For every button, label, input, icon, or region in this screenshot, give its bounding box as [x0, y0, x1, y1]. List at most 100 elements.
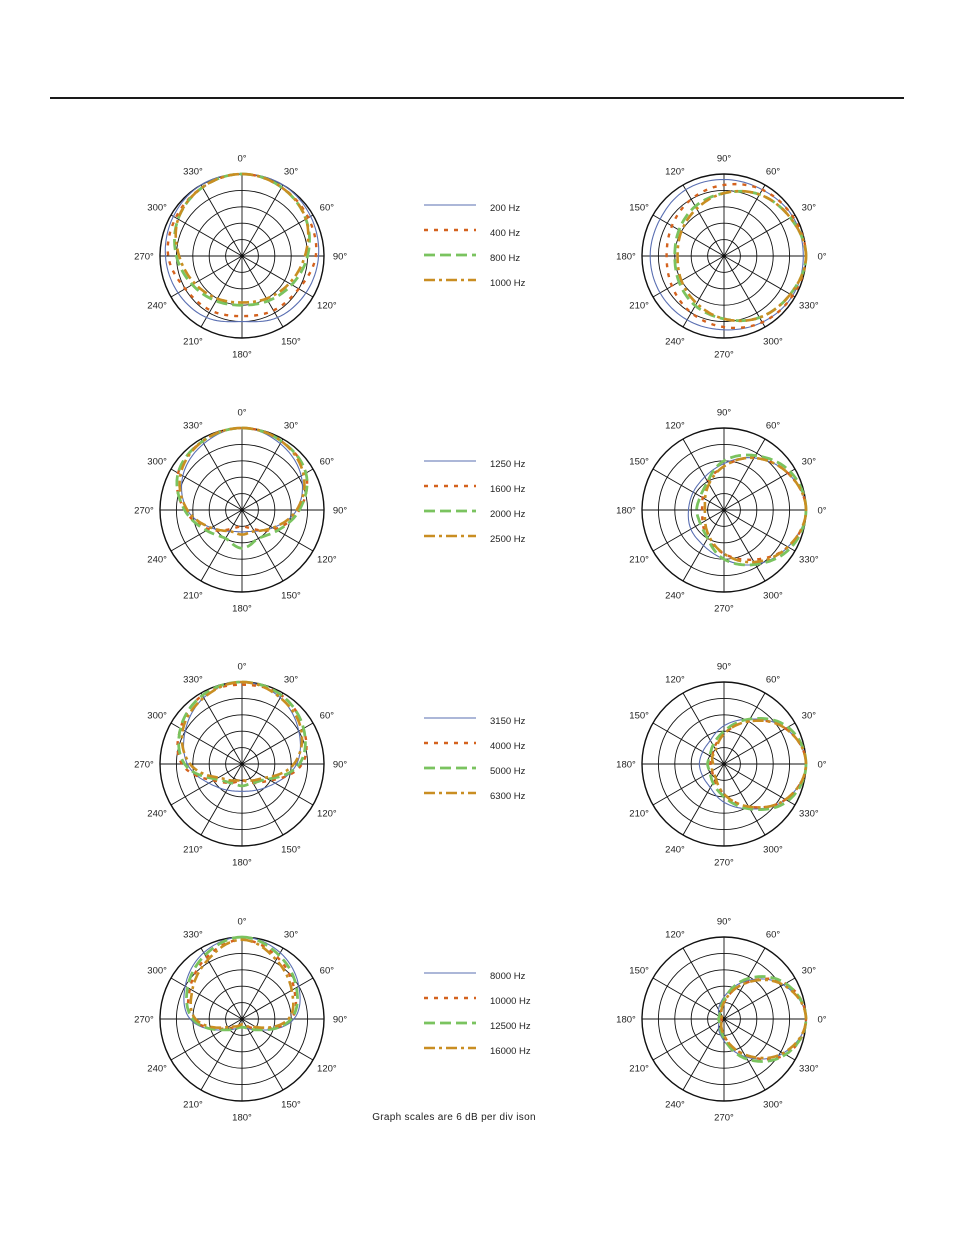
angle-label: 30° — [802, 711, 817, 722]
angle-label: 240° — [665, 336, 685, 347]
legend-label: 5000 Hz — [490, 766, 526, 777]
grid-spoke — [241, 255, 284, 328]
angle-label: 270° — [714, 858, 734, 869]
angle-label: 300° — [147, 203, 167, 214]
angle-label: 60° — [320, 711, 335, 722]
grid-spoke — [682, 255, 725, 328]
angle-label: 240° — [147, 301, 167, 312]
legend-1: 200 Hz 400 Hz 800 Hz 1000 Hz — [424, 203, 526, 289]
angle-label: 120° — [317, 809, 337, 820]
angle-label: 330° — [799, 1064, 819, 1075]
grid-spoke — [200, 255, 243, 328]
angle-label: 120° — [317, 301, 337, 312]
series-line — [185, 935, 299, 1032]
grid-spoke — [200, 438, 243, 511]
grid-spoke — [200, 763, 243, 836]
angle-label: 240° — [665, 844, 685, 855]
grid-spoke — [241, 1018, 284, 1091]
polar-chart-5: 0° 30° 60° 90° 120° 150° 180° 210° 240° 270° 300° 3… — [134, 662, 347, 869]
polar-chart-8: 0° 330° 300° 270° 240° 210° 180° 150° 120° 90° 60°… — [616, 917, 827, 1124]
angle-label: 180° — [232, 604, 252, 615]
angle-label: 30° — [284, 167, 299, 178]
angle-label: 300° — [763, 1099, 783, 1110]
angle-label: 330° — [183, 167, 203, 178]
angle-label: 0° — [817, 252, 826, 263]
grid-spoke — [682, 947, 725, 1020]
grid-spoke — [682, 1018, 725, 1091]
grid-spoke — [241, 255, 314, 298]
series-line — [717, 975, 808, 1063]
angle-label: 210° — [629, 1064, 649, 1075]
grid-spoke — [723, 763, 796, 806]
legend-label: 1000 Hz — [490, 278, 526, 289]
angle-label: 270° — [134, 506, 154, 517]
grid-spoke — [723, 438, 766, 511]
series-line — [719, 978, 808, 1060]
angle-label: 0° — [817, 760, 826, 771]
polar-chart-3: 0° 30° 60° 90° 120° 150° 180° 210° 240° 270° 300° 3… — [134, 408, 347, 615]
angle-label: 330° — [183, 421, 203, 432]
grid-spoke — [200, 509, 243, 582]
grid-spoke — [682, 763, 725, 836]
angle-label: 300° — [763, 590, 783, 601]
angle-label: 210° — [183, 1099, 203, 1110]
angle-label: 60° — [320, 457, 335, 468]
angle-label: 30° — [284, 675, 299, 686]
angle-label: 270° — [714, 350, 734, 361]
grid-spoke — [241, 184, 284, 257]
grid-spoke — [723, 214, 796, 257]
grid-spoke — [200, 1018, 243, 1091]
grid-spoke — [241, 509, 284, 582]
angle-label: 30° — [802, 966, 817, 977]
series-line — [178, 426, 306, 536]
grid-spoke — [200, 184, 243, 257]
grid-spoke — [682, 184, 725, 257]
angle-label: 210° — [183, 336, 203, 347]
angle-label: 330° — [799, 555, 819, 566]
series-line — [676, 189, 808, 323]
angle-label: 60° — [320, 203, 335, 214]
series-line — [720, 977, 808, 1061]
angle-label: 270° — [134, 760, 154, 771]
angle-label: 90° — [333, 760, 348, 771]
legend-label: 400 Hz — [490, 228, 520, 239]
legend-2: 1250 Hz 1600 Hz 2000 Hz 2500 Hz — [424, 459, 526, 545]
angle-label: 240° — [147, 809, 167, 820]
angle-label: 60° — [766, 675, 781, 686]
angle-label: 180° — [616, 1015, 636, 1026]
angle-label: 150° — [281, 590, 301, 601]
angle-label: 0° — [237, 917, 246, 928]
grid-spoke — [723, 692, 766, 765]
angle-label: 150° — [629, 203, 649, 214]
angle-label: 300° — [147, 457, 167, 468]
grid-spoke — [723, 468, 796, 511]
angle-label: 120° — [665, 167, 685, 178]
angle-label: 0° — [817, 1015, 826, 1026]
angle-label: 180° — [232, 1113, 252, 1124]
scale-note: Graph scales are 6 dB per div ison — [372, 1112, 536, 1123]
angle-label: 120° — [665, 421, 685, 432]
angle-label: 300° — [763, 336, 783, 347]
legend-label: 4000 Hz — [490, 741, 526, 752]
polar-chart-6: 0° 330° 300° 270° 240° 210° 180° 150° 120° 90° 60°… — [616, 662, 827, 869]
angle-label: 90° — [333, 252, 348, 263]
grid-spoke — [652, 977, 725, 1020]
polar-chart-4: 0° 330° 300° 270° 240° 210° 180° 150° 120° 90° 60°… — [616, 408, 827, 615]
grid-spoke — [652, 214, 725, 257]
series-line — [189, 938, 295, 1029]
polar-chart-7: 0° 30° 60° 90° 120° 150° 180° 210° 240° 270° 300° 3… — [134, 917, 347, 1124]
angle-label: 150° — [629, 457, 649, 468]
angle-label: 300° — [147, 711, 167, 722]
grid-spoke — [241, 214, 314, 257]
angle-label: 240° — [665, 590, 685, 601]
grid-spoke — [652, 1018, 725, 1061]
angle-label: 90° — [333, 1015, 348, 1026]
grid-spoke — [170, 255, 243, 298]
angle-label: 180° — [616, 252, 636, 263]
angle-label: 30° — [802, 457, 817, 468]
angle-label: 150° — [281, 336, 301, 347]
angle-label: 240° — [665, 1099, 685, 1110]
grid-spoke — [241, 947, 284, 1020]
polar-chart-2: 0° 330° 300° 270° 240° 210° 180° 150° 120° 90° 60°… — [616, 154, 827, 361]
angle-label: 0° — [237, 662, 246, 673]
